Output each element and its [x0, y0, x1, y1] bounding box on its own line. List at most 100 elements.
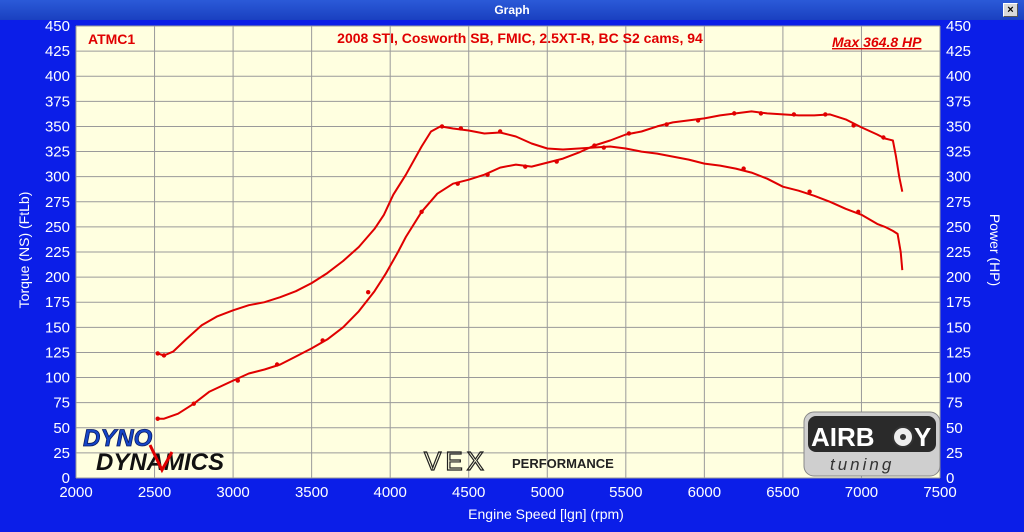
y-tick-label-left: 425 [45, 43, 70, 60]
left-y-tick-labels: 0 25 50 75 100 125 150 175 200 225 250 275 300 325 350… [45, 20, 70, 487]
data-point [419, 209, 424, 215]
y-tick-label-right: 100 [946, 370, 971, 387]
y-tick-label-right: 225 [946, 244, 971, 261]
data-point [664, 122, 669, 127]
run-label: ATMC1 [88, 31, 135, 47]
right-y-tick-labels: 0 25 50 75 100 125 150 175 200 225 250 275 300 325 350… [946, 20, 971, 487]
y-tick-label-left: 225 [45, 244, 70, 261]
y-tick-label-right: 275 [946, 194, 971, 211]
y-axis-right-label: Power (HP) [987, 214, 1003, 286]
data-point [161, 353, 167, 358]
dyno-chart: 0255075100125150175200225250275300325350… [16, 20, 1003, 522]
data-point [791, 112, 797, 117]
data-point [807, 189, 812, 194]
data-point [851, 123, 856, 128]
data-point [523, 164, 528, 169]
y-tick-label-left: 150 [45, 319, 70, 336]
data-point [485, 172, 490, 177]
data-point [155, 416, 160, 421]
power-line [157, 110, 904, 420]
data-point [320, 338, 325, 343]
y-tick-label-left: 450 [45, 20, 70, 35]
dyno-logo-top: DYNO [83, 425, 153, 452]
data-point [235, 378, 241, 383]
y-tick-label-left: 400 [45, 68, 70, 85]
y-tick-label-right: 0 [946, 470, 954, 487]
y-tick-label-right: 25 [946, 445, 963, 462]
x-axis-label: Engine Speed [lgn] (rpm) [468, 506, 624, 522]
data-point [732, 111, 737, 116]
x-tick-labels: 2000 2500 3000 3500 4000 4500 5000 5500 6000 6500… [59, 484, 956, 501]
x-tick-label: 4500 [452, 484, 485, 501]
window-title: Graph [494, 3, 530, 17]
data-point [191, 401, 197, 406]
vex-logo-sub: PERFORMANCE [512, 456, 614, 471]
x-tick-label: 6500 [766, 484, 799, 501]
y-tick-label-right: 450 [946, 20, 971, 35]
data-point [439, 124, 445, 129]
x-tick-label: 2000 [59, 484, 92, 501]
data-point [695, 118, 701, 123]
y-tick-label-right: 175 [946, 294, 971, 311]
y-tick-label-left: 200 [45, 269, 70, 286]
y-tick-label-right: 250 [946, 219, 971, 236]
y-tick-label-left: 50 [53, 420, 70, 437]
grid-lines [75, 25, 941, 479]
window-titlebar: Graph × [0, 0, 1024, 20]
close-button[interactable]: × [1003, 3, 1018, 17]
data-point [741, 166, 746, 171]
y-tick-label-right: 125 [946, 344, 971, 361]
y-tick-label-right: 50 [946, 420, 963, 437]
x-icon: × [1007, 4, 1014, 16]
y-tick-label-right: 400 [946, 68, 971, 85]
data-point [601, 145, 607, 150]
data-point [458, 126, 464, 131]
data-point [881, 135, 886, 140]
x-tick-label: 4000 [373, 484, 406, 501]
y-tick-label-left: 275 [45, 194, 70, 211]
y-tick-label-left: 125 [45, 344, 70, 361]
airboy-logo-sub: tuning [830, 455, 894, 474]
y-tick-label-right: 350 [946, 118, 971, 135]
data-point [626, 131, 632, 136]
data-point [758, 111, 764, 116]
y-tick-label-right: 425 [946, 43, 971, 60]
chart-title: 2008 STI, Cosworth SB, FMIC, 2.5XT-R, BC… [337, 30, 703, 46]
data-point [592, 143, 597, 148]
data-point [823, 112, 828, 117]
series-layer [155, 110, 904, 421]
y-tick-label-left: 375 [45, 93, 70, 110]
x-tick-label: 3500 [295, 484, 328, 501]
data-point [455, 181, 460, 186]
y-tick-label-right: 200 [946, 269, 971, 286]
data-point [274, 362, 280, 367]
x-tick-label: 5500 [609, 484, 642, 501]
airboy-logo-main: AIRB [811, 422, 875, 452]
x-tick-label: 3000 [216, 484, 249, 501]
y-tick-label-right: 325 [946, 144, 971, 161]
y-tick-label-right: 75 [946, 395, 963, 412]
x-tick-label: 7000 [845, 484, 878, 501]
data-point [856, 209, 861, 215]
y-tick-label-left: 250 [45, 219, 70, 236]
data-point [155, 351, 160, 356]
vex-performance-logo: VEX PERFORMANCE [423, 445, 614, 476]
data-point [497, 129, 503, 134]
y-tick-label-left: 25 [53, 445, 70, 462]
y-tick-label-left: 75 [53, 395, 70, 412]
torque-line [157, 125, 904, 357]
x-tick-label: 6000 [688, 484, 721, 501]
y-tick-label-right: 375 [946, 93, 971, 110]
y-axis-left-label: Torque (NS) (FtLb) [16, 192, 32, 309]
x-tick-label: 2500 [138, 484, 171, 501]
vex-logo-main: VEX [424, 446, 488, 476]
y-tick-label-left: 100 [45, 370, 70, 387]
dyno-logo-swoosh [148, 444, 174, 474]
y-tick-label-left: 0 [62, 470, 70, 487]
airboy-tuning-logo: AIRB Y tuning [803, 411, 941, 477]
y-tick-label-left: 350 [45, 118, 70, 135]
y-tick-label-right: 150 [946, 319, 971, 336]
data-point [365, 289, 371, 295]
data-point [554, 159, 559, 164]
y-tick-label-left: 300 [45, 169, 70, 186]
